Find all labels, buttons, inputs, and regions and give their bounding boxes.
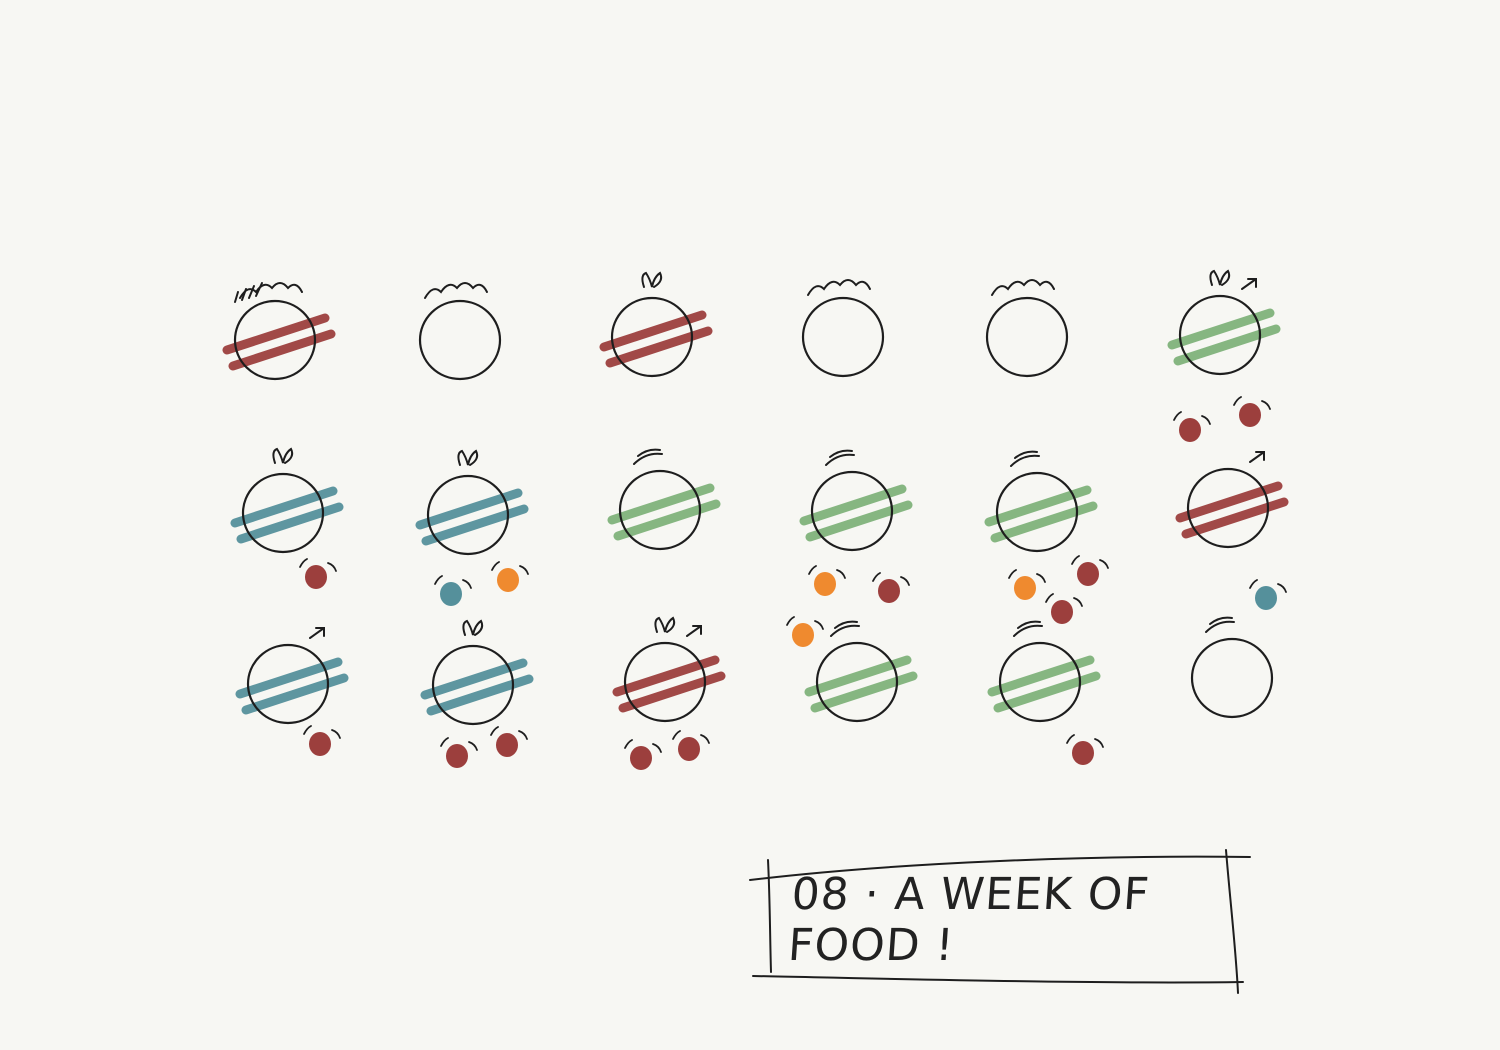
food-dot — [434, 575, 472, 606]
food-dot — [808, 565, 846, 596]
food-dots — [299, 396, 1287, 770]
food-dot — [1233, 396, 1271, 427]
food-dot — [1173, 411, 1211, 442]
plate — [804, 620, 918, 723]
plate — [415, 449, 529, 556]
food-dot — [1008, 569, 1046, 600]
plate — [984, 450, 1098, 553]
plate — [1190, 616, 1274, 719]
food-dot — [303, 725, 341, 756]
plate — [985, 279, 1069, 378]
title-frame — [749, 849, 1251, 994]
plate — [607, 448, 721, 551]
food-dot — [672, 730, 710, 761]
plate — [418, 282, 502, 381]
food-dot — [872, 572, 910, 603]
food-dot — [786, 616, 824, 647]
food-dot — [440, 737, 478, 768]
plate — [599, 271, 713, 378]
plate — [222, 282, 336, 381]
plate — [612, 616, 726, 723]
plate — [801, 279, 885, 378]
food-dot — [299, 558, 337, 589]
title-text: 08 · A WEEK OF FOOD ! — [786, 869, 1152, 971]
plate — [1175, 451, 1289, 549]
plate — [1167, 269, 1281, 376]
food-dot — [624, 739, 662, 770]
food-dot — [490, 726, 528, 757]
plate — [987, 620, 1101, 723]
food-dot — [1045, 593, 1083, 624]
food-dot — [491, 561, 529, 592]
plate — [799, 449, 913, 552]
food-dot — [1066, 734, 1104, 765]
plate — [235, 627, 349, 725]
plates-grid — [222, 269, 1289, 726]
plate — [230, 447, 344, 554]
plate — [420, 619, 534, 726]
food-dot — [1249, 579, 1287, 610]
food-dot — [1071, 555, 1109, 586]
